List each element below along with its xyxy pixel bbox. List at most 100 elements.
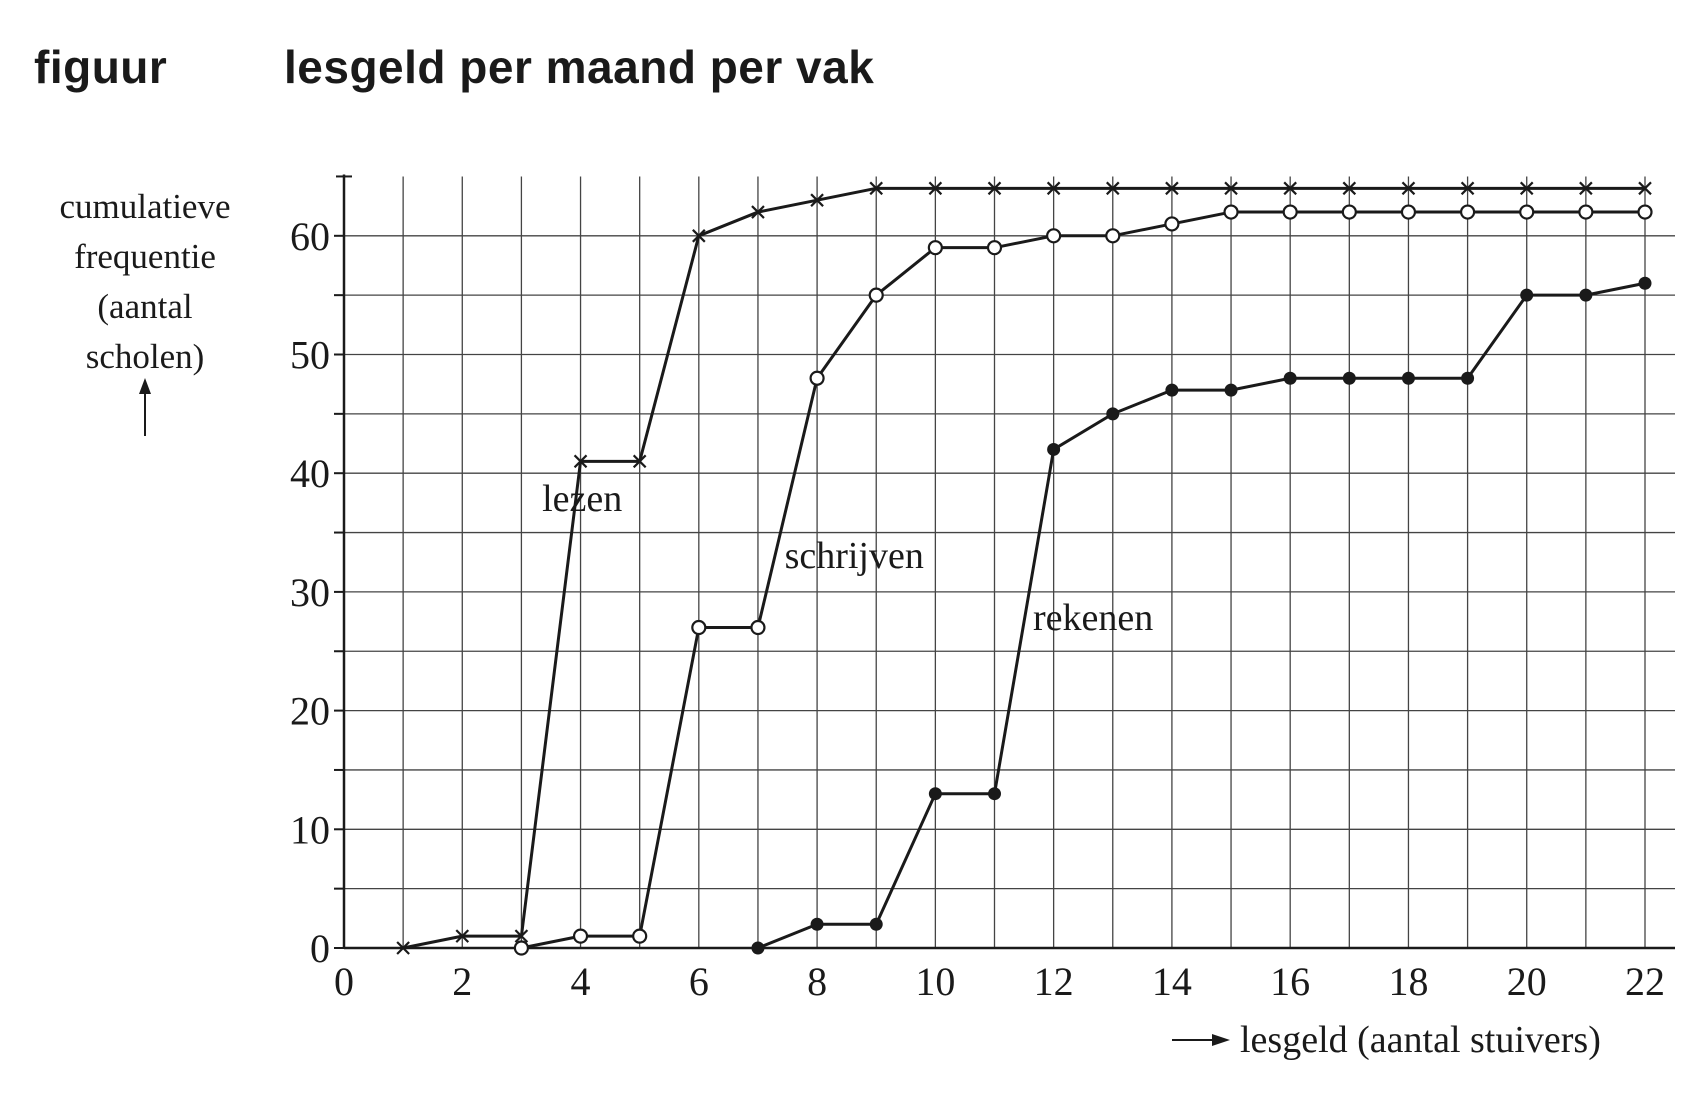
data-point-rekenen	[751, 941, 765, 955]
y-tick-label: 40	[290, 451, 330, 496]
y-axis-label-line-1: cumulatieve	[59, 187, 230, 226]
data-point-lezen	[1460, 181, 1475, 196]
data-point-lezen	[1638, 181, 1652, 196]
x-axis-label-text: lesgeld (aantal stuivers)	[1240, 1019, 1601, 1061]
series-label-schrijven: schrijven	[785, 535, 924, 577]
data-point-lezen	[1519, 181, 1534, 196]
data-point-schrijven	[572, 928, 589, 944]
data-point-lezen	[514, 929, 529, 943]
data-point-lezen	[1401, 181, 1416, 196]
data-point-lezen	[455, 929, 470, 943]
x-tick-label: 14	[1152, 959, 1192, 1004]
data-point-schrijven	[1046, 228, 1062, 244]
data-point-schrijven	[809, 370, 825, 386]
data-point-schrijven	[1341, 204, 1357, 220]
x-tick-label: 22	[1625, 959, 1665, 1004]
series-markers	[396, 181, 1653, 956]
data-point-lezen	[987, 181, 1002, 196]
data-point-rekenen	[1520, 288, 1534, 302]
series-label-rekenen: rekenen	[1033, 597, 1153, 639]
series-line-schrijven	[521, 210, 1645, 950]
data-point-rekenen	[1401, 371, 1415, 385]
data-point-schrijven	[1400, 204, 1417, 220]
y-axis-arrow-icon	[139, 378, 151, 394]
data-point-schrijven	[513, 940, 530, 956]
data-point-rekenen	[1342, 371, 1356, 385]
figure-label: figuur	[34, 41, 168, 93]
data-point-schrijven	[691, 619, 707, 636]
data-point-lezen	[1579, 181, 1593, 196]
data-point-schrijven	[1164, 216, 1180, 232]
data-point-lezen	[1105, 181, 1120, 196]
series-labels: lezen schrijven rekenen	[542, 478, 1153, 639]
data-point-lezen	[1342, 181, 1357, 196]
data-point-schrijven	[986, 240, 1003, 256]
series-line-lezen	[402, 186, 1645, 950]
series-label-lezen: lezen	[542, 478, 622, 520]
data-point-lezen	[1283, 181, 1297, 196]
data-point-schrijven	[1459, 204, 1476, 220]
y-axis-label-line-3: (aantal	[97, 287, 192, 326]
x-tick-label: 12	[1034, 959, 1074, 1004]
series-lines	[402, 186, 1646, 950]
x-tick-label: 18	[1388, 959, 1428, 1004]
data-point-lezen	[632, 454, 647, 469]
data-point-schrijven	[1519, 204, 1535, 220]
y-axis-label-line-4: scholen)	[86, 337, 205, 376]
data-point-rekenen	[1165, 383, 1179, 397]
data-point-lezen	[1165, 181, 1179, 196]
chart-title: lesgeld per maand per vak	[284, 41, 875, 93]
series-line-rekenen	[757, 281, 1646, 950]
data-point-rekenen	[928, 787, 942, 801]
x-tick-label: 8	[807, 959, 827, 1004]
data-point-rekenen	[869, 917, 883, 931]
data-point-lezen	[810, 193, 824, 207]
data-point-lezen	[1046, 181, 1061, 196]
data-point-schrijven	[1223, 204, 1239, 220]
data-point-schrijven	[927, 240, 943, 256]
y-tick-label: 60	[290, 214, 330, 259]
y-axis-label-line-2: frequentie	[74, 237, 216, 276]
data-point-schrijven	[1105, 228, 1121, 244]
data-point-schrijven	[1637, 204, 1653, 220]
data-point-rekenen	[1283, 371, 1297, 385]
x-axis-arrow-icon	[1212, 1034, 1230, 1046]
data-point-lezen	[1224, 181, 1238, 196]
data-point-rekenen	[1047, 442, 1061, 456]
y-tick-label: 10	[290, 807, 330, 852]
data-point-lezen	[751, 205, 765, 219]
data-point-lezen	[928, 181, 943, 196]
data-point-lezen	[869, 181, 884, 196]
grid	[344, 176, 1675, 948]
x-axis-label: lesgeld (aantal stuivers)	[1172, 1019, 1601, 1061]
data-point-rekenen	[988, 787, 1001, 801]
data-point-lezen	[573, 454, 588, 469]
data-point-rekenen	[1461, 371, 1475, 385]
data-point-schrijven	[868, 287, 884, 303]
x-tick-label: 0	[334, 959, 354, 1004]
data-point-rekenen	[810, 917, 824, 931]
data-point-lezen	[692, 229, 706, 243]
data-point-rekenen	[1106, 407, 1120, 421]
data-point-rekenen	[1224, 383, 1238, 397]
axes	[334, 174, 1675, 950]
x-tick-label: 2	[452, 959, 472, 1004]
x-tick-label: 16	[1270, 959, 1310, 1004]
y-tick-labels: 0 10 20 30 40 50 60	[290, 214, 330, 971]
x-tick-label: 20	[1507, 959, 1547, 1004]
data-point-schrijven	[1578, 204, 1594, 220]
x-tick-label: 4	[571, 959, 591, 1004]
data-point-schrijven	[750, 619, 766, 636]
x-tick-labels: 0 2 4 6 8 10 12 14 16 18 20 22	[334, 959, 1665, 1004]
x-tick-label: 10	[915, 959, 955, 1004]
data-point-rekenen	[1579, 288, 1593, 302]
x-tick-label: 6	[689, 959, 709, 1004]
y-axis-label: cumulatieve frequentie (aantal scholen)	[59, 187, 231, 436]
data-point-lezen	[396, 941, 410, 955]
data-point-schrijven	[632, 928, 648, 944]
y-tick-label: 20	[290, 689, 330, 734]
data-point-schrijven	[1282, 204, 1298, 220]
y-tick-label: 30	[290, 570, 330, 615]
y-tick-label: 50	[290, 333, 330, 378]
